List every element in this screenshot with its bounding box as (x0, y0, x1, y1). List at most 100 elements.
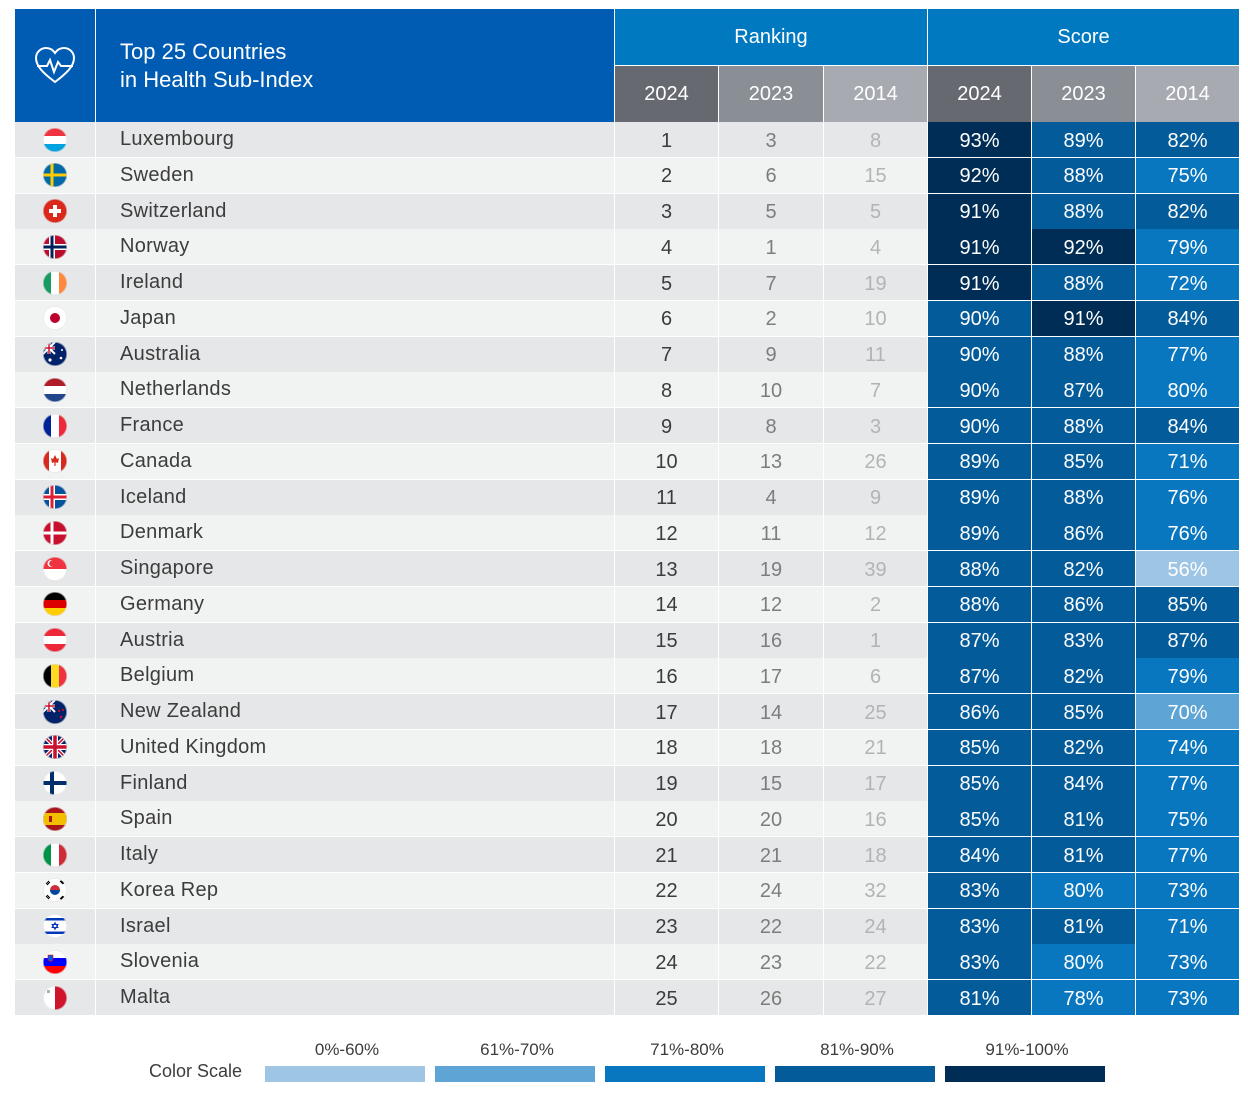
rank-2024: 10 (614, 443, 718, 479)
score-2014: 77% (1135, 336, 1239, 372)
country-name: Belgium (95, 658, 614, 694)
rank-2024: 13 (614, 551, 718, 586)
country-name: Japan (95, 300, 614, 336)
score-2014: 79% (1135, 229, 1239, 265)
country-name: Singapore (95, 551, 614, 586)
legend-color-swatch (605, 1066, 765, 1082)
country-name: Slovenia (95, 944, 614, 980)
row-divider (15, 478, 1239, 480)
score-2014: 80% (1135, 372, 1239, 408)
ranking-2024-header: 2024 (614, 65, 718, 122)
rank-2024: 6 (614, 300, 718, 336)
rank-2023: 5 (718, 193, 823, 229)
table-row: Singapore 13 19 39 88% 82% 56% (15, 551, 1239, 587)
table-row: Netherlands 8 10 7 90% 87% 80% (15, 372, 1239, 409)
rank-2023: 1 (718, 229, 823, 265)
score-2023: 86% (1031, 515, 1135, 551)
rank-2024: 9 (614, 408, 718, 443)
country-name: New Zealand (95, 694, 614, 729)
rank-2024: 4 (614, 229, 718, 265)
score-2024: 90% (927, 300, 1031, 336)
table-row: Japan 6 2 10 90% 91% 84% (15, 300, 1239, 337)
rank-2024: 2 (614, 157, 718, 193)
rank-2014: 2 (823, 586, 927, 622)
ireland-flag-icon (15, 265, 95, 300)
row-divider (15, 943, 1239, 945)
rank-2023: 23 (718, 944, 823, 980)
row-divider (15, 586, 1239, 587)
table-row: Korea Rep 22 24 32 83% 80% 73% (15, 872, 1239, 909)
ranking-group-header: Ranking (614, 9, 927, 65)
score-2014: 75% (1135, 157, 1239, 193)
country-name: France (95, 408, 614, 443)
score-2024: 89% (927, 479, 1031, 515)
rank-2014: 26 (823, 443, 927, 479)
score-2014: 73% (1135, 872, 1239, 908)
legend-color-swatch (775, 1066, 935, 1082)
score-2023: 88% (1031, 408, 1135, 443)
score-2014: 77% (1135, 765, 1239, 801)
score-2023: 81% (1031, 908, 1135, 944)
score-2014: 71% (1135, 443, 1239, 479)
rank-2023: 22 (718, 908, 823, 944)
row-divider (15, 443, 1239, 444)
color-scale-label: Color Scale (149, 1061, 243, 1081)
korea-flag-icon (15, 872, 95, 908)
score-2024: 84% (927, 837, 1031, 872)
netherlands-flag-icon (15, 372, 95, 408)
rank-2014: 22 (823, 944, 927, 980)
score-2014: 73% (1135, 980, 1239, 1015)
rank-2014: 8 (823, 122, 927, 157)
table-row: Slovenia 24 23 22 83% 80% 73% (15, 944, 1239, 981)
score-2024: 88% (927, 551, 1031, 586)
legend-color-swatch (265, 1066, 425, 1082)
country-name: Finland (95, 765, 614, 801)
score-2014-header: 2014 (1135, 65, 1239, 122)
country-name: Spain (95, 801, 614, 837)
table-row: Luxembourg 1 3 8 93% 89% 82% (15, 122, 1239, 158)
row-divider (15, 729, 1239, 730)
legend-range-label: 61%-70% (480, 1040, 554, 1059)
score-2023: 80% (1031, 872, 1135, 908)
country-name: Switzerland (95, 193, 614, 229)
table-row: Iceland 11 4 9 89% 88% 76% (15, 479, 1239, 516)
rank-2024: 11 (614, 479, 718, 515)
rank-2023: 24 (718, 872, 823, 908)
score-2023: 88% (1031, 157, 1135, 193)
rank-2014: 4 (823, 229, 927, 265)
country-name: Israel (95, 908, 614, 944)
country-name: Australia (95, 336, 614, 372)
row-divider (15, 872, 1239, 873)
rank-2023: 2 (718, 300, 823, 336)
score-2023: 83% (1031, 622, 1135, 658)
country-name: Netherlands (95, 372, 614, 408)
table-row: Canada 10 13 26 89% 85% 71% (15, 443, 1239, 480)
ranking-2014-header: 2014 (823, 65, 927, 122)
legend-range-label: 71%-80% (650, 1040, 724, 1059)
rank-2014: 18 (823, 837, 927, 872)
country-name: Italy (95, 837, 614, 872)
score-2024: 91% (927, 193, 1031, 229)
table-row: Norway 4 1 4 91% 92% 79% (15, 229, 1239, 266)
score-2024: 90% (927, 408, 1031, 443)
table-row: Israel 23 22 24 83% 81% 71% (15, 908, 1239, 945)
score-2024: 92% (927, 157, 1031, 193)
score-2024: 85% (927, 765, 1031, 801)
legend-range-label: 91%-100% (985, 1040, 1069, 1059)
finland-flag-icon (15, 765, 95, 801)
rank-2024: 14 (614, 586, 718, 622)
table-row: United Kingdom 18 18 21 85% 82% 74% (15, 729, 1239, 766)
rank-2023: 16 (718, 622, 823, 658)
legend-range-label: 0%-60% (314, 1040, 380, 1059)
score-2024-header: 2024 (927, 65, 1031, 122)
rank-2014: 15 (823, 157, 927, 193)
score-2024: 86% (927, 694, 1031, 729)
row-divider (15, 907, 1239, 909)
united-kingdom-flag-icon (15, 729, 95, 765)
score-2023: 85% (1031, 443, 1135, 479)
rank-2023: 7 (718, 265, 823, 300)
rank-2023: 6 (718, 157, 823, 193)
score-2023: 81% (1031, 801, 1135, 837)
rank-2014: 25 (823, 694, 927, 729)
iceland-flag-icon (15, 479, 95, 515)
